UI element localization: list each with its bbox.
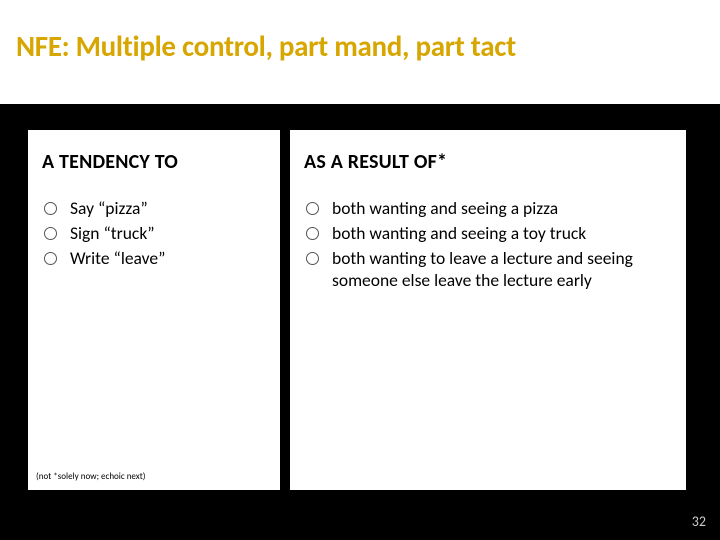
left-column-heading: A TENDENCY TO — [42, 150, 266, 174]
right-column-heading: AS A RESULT OF* — [304, 150, 672, 174]
left-column: A TENDENCY TO Say “pizza” Sign “truck” W… — [28, 130, 280, 490]
slide-title: NFE: Multiple control, part mand, part t… — [16, 28, 704, 64]
left-bullet-list: Say “pizza” Sign “truck” Write “leave” — [42, 198, 266, 270]
page-number: 32 — [692, 513, 706, 530]
right-bullet-list: both wanting and seeing a pizza both wan… — [304, 198, 672, 292]
list-item: both wanting and seeing a toy truck — [304, 223, 672, 245]
list-item: Say “pizza” — [42, 198, 266, 220]
list-item: Sign “truck” — [42, 223, 266, 245]
footnote: (not *solely now; echoic next) — [36, 471, 145, 482]
right-column: AS A RESULT OF* both wanting and seeing … — [290, 130, 686, 490]
list-item: both wanting and seeing a pizza — [304, 198, 672, 220]
list-item: both wanting to leave a lecture and seei… — [304, 248, 672, 292]
list-item: Write “leave” — [42, 248, 266, 270]
